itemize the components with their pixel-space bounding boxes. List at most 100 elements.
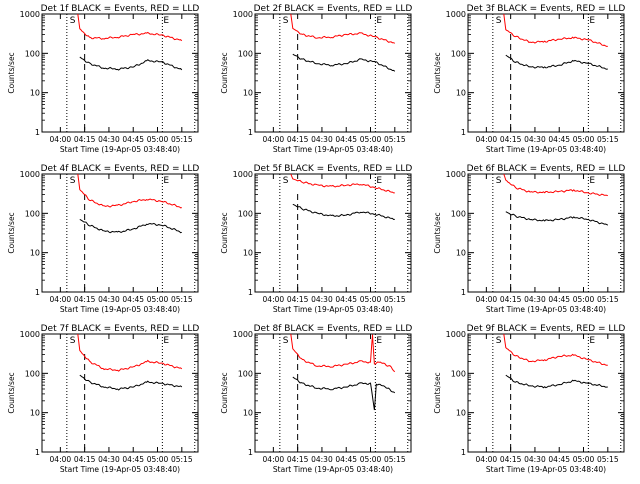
x-tick-label: 04:15 <box>287 295 309 304</box>
y-axis-label: Counts/sec <box>433 52 442 93</box>
y-tick-label: 100 <box>25 209 40 218</box>
start-marker-label: S <box>70 176 76 186</box>
end-marker-label: E <box>589 16 595 26</box>
panel-title: Det 1f BLACK = Events, RED = LLD <box>41 4 200 14</box>
y-axis-label: Counts/sec <box>7 212 16 253</box>
plot-frame <box>467 173 625 293</box>
panel-title: Det 8f BLACK = Events, RED = LLD <box>254 324 413 334</box>
start-marker-label: S <box>283 336 289 346</box>
lld-series-line <box>503 173 608 197</box>
x-tick-label: 04:45 <box>335 455 357 464</box>
end-marker-label: E <box>163 336 169 346</box>
x-axis-label: Start Time (19-Apr-05 03:48:40) <box>486 465 606 474</box>
x-tick-label: 04:15 <box>500 135 522 144</box>
y-tick-label: 100 <box>451 209 466 218</box>
start-marker-label: S <box>283 16 289 26</box>
lld-series-line <box>77 173 182 209</box>
x-tick-label: 05:15 <box>171 135 193 144</box>
x-tick-label: 04:15 <box>74 135 96 144</box>
x-tick-label: 04:30 <box>98 295 120 304</box>
x-axis-label: Start Time (19-Apr-05 03:48:40) <box>60 145 180 154</box>
plot-frame <box>254 333 412 453</box>
x-tick-label: 04:00 <box>50 455 72 464</box>
y-tick-label: 1 <box>248 288 253 297</box>
y-tick-label: 100 <box>451 49 466 58</box>
events-series-line <box>505 54 608 70</box>
x-tick-label: 05:00 <box>573 455 595 464</box>
y-tick-label: 100 <box>238 49 253 58</box>
y-tick-label: 10 <box>456 249 466 258</box>
y-tick-label: 1 <box>248 128 253 137</box>
start-marker-label: S <box>496 176 502 186</box>
x-tick-label: 04:45 <box>548 135 570 144</box>
x-axis-label: Start Time (19-Apr-05 03:48:40) <box>486 305 606 314</box>
x-tick-label: 04:15 <box>74 455 96 464</box>
x-tick-label: 05:00 <box>360 135 382 144</box>
y-tick-label: 1000 <box>446 170 466 179</box>
x-tick-label: 05:15 <box>384 295 406 304</box>
y-tick-label: 100 <box>451 369 466 378</box>
end-marker-label: E <box>589 336 595 346</box>
y-axis-label: Counts/sec <box>433 372 442 413</box>
x-tick-label: 05:15 <box>384 455 406 464</box>
events-series-line <box>292 376 396 411</box>
events-series-line <box>79 374 183 391</box>
start-marker-label: S <box>496 16 502 26</box>
y-tick-label: 1000 <box>233 170 253 179</box>
end-marker-label: E <box>376 176 382 186</box>
events-series-line <box>505 211 609 226</box>
y-tick-label: 1000 <box>20 170 40 179</box>
y-tick-label: 1 <box>35 448 40 457</box>
panel-title: Det 4f BLACK = Events, RED = LLD <box>41 164 200 174</box>
y-tick-label: 1 <box>461 288 466 297</box>
start-marker-label: S <box>70 336 76 346</box>
x-tick-label: 05:15 <box>384 135 406 144</box>
x-tick-label: 05:00 <box>360 295 382 304</box>
x-axis-label: Start Time (19-Apr-05 03:48:40) <box>60 465 180 474</box>
y-axis-label: Counts/sec <box>220 212 229 253</box>
y-tick-label: 10 <box>30 89 40 98</box>
panel-title: Det 9f BLACK = Events, RED = LLD <box>467 324 626 334</box>
end-marker-label: E <box>376 16 382 26</box>
y-tick-label: 10 <box>456 409 466 418</box>
y-tick-label: 1 <box>35 288 40 297</box>
lld-series-line <box>77 333 183 372</box>
x-tick-label: 04:30 <box>311 295 333 304</box>
events-series-line <box>79 218 182 234</box>
x-tick-label: 04:15 <box>500 295 522 304</box>
plot-frame <box>41 333 199 453</box>
y-tick-label: 1 <box>461 448 466 457</box>
plot-frame <box>41 173 199 293</box>
y-tick-label: 10 <box>243 249 253 258</box>
x-tick-label: 04:15 <box>500 455 522 464</box>
y-tick-label: 1 <box>248 448 253 457</box>
y-axis-label: Counts/sec <box>220 52 229 93</box>
plot-frame <box>254 13 412 133</box>
x-tick-label: 04:30 <box>524 295 546 304</box>
x-tick-label: 04:00 <box>263 135 285 144</box>
x-tick-label: 04:45 <box>335 135 357 144</box>
x-tick-label: 05:15 <box>597 455 619 464</box>
lld-series-line <box>503 333 608 366</box>
start-marker-label: S <box>283 176 289 186</box>
events-series-line <box>79 56 183 71</box>
y-axis-label: Counts/sec <box>220 372 229 413</box>
lld-series-line <box>503 13 608 47</box>
x-tick-label: 04:15 <box>74 295 96 304</box>
events-series-line <box>505 374 608 389</box>
x-tick-label: 04:45 <box>335 295 357 304</box>
x-tick-label: 05:00 <box>147 455 169 464</box>
x-axis-label: Start Time (19-Apr-05 03:48:40) <box>60 305 180 314</box>
x-tick-label: 04:45 <box>548 295 570 304</box>
panel-title: Det 5f BLACK = Events, RED = LLD <box>254 164 413 174</box>
x-tick-label: 04:30 <box>98 135 120 144</box>
plot-frame <box>467 13 625 133</box>
y-tick-label: 100 <box>25 369 40 378</box>
end-marker-label: E <box>163 176 169 186</box>
x-tick-label: 04:30 <box>98 455 120 464</box>
y-axis-label: Counts/sec <box>433 212 442 253</box>
end-marker-label: E <box>589 176 595 186</box>
x-tick-label: 05:15 <box>171 295 193 304</box>
